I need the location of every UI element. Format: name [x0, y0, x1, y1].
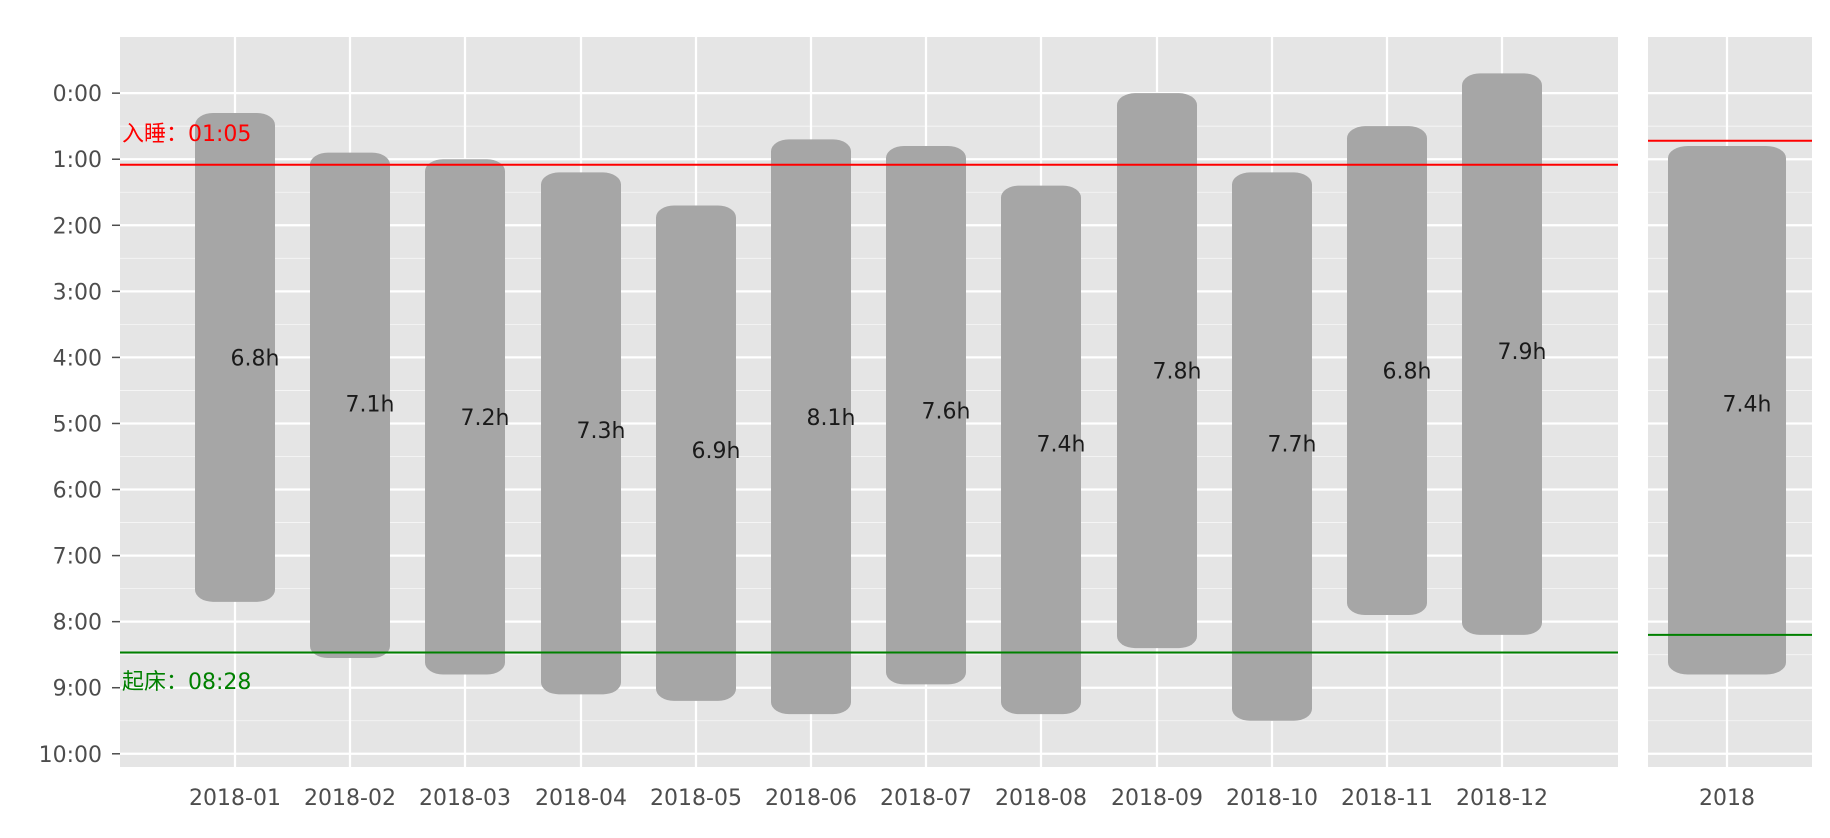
bar-2018-05 — [656, 205, 736, 701]
bar-label-2018-11: 6.8h — [1383, 360, 1432, 385]
y-tick-label: 8:00 — [53, 611, 102, 636]
x-tick-label: 2018-10 — [1226, 786, 1318, 811]
y-tick-label: 2:00 — [53, 214, 102, 239]
y-tick-label: 0:00 — [53, 82, 102, 107]
bar-2018 — [1668, 146, 1786, 675]
bar-2018-11 — [1347, 126, 1427, 616]
y-tick-label: 10:00 — [39, 743, 102, 768]
x-tick-label: 2018-08 — [995, 786, 1087, 811]
bar-2018-12 — [1462, 73, 1542, 635]
panel-yearly: 7.4h 2018 — [1648, 37, 1812, 811]
x-tick-label: 2018-07 — [880, 786, 972, 811]
bar-2018-09 — [1117, 93, 1197, 649]
x-tick-label: 2018-03 — [419, 786, 511, 811]
x-tick-label: 2018-09 — [1111, 786, 1203, 811]
y-tick-label: 3:00 — [53, 280, 102, 305]
y-tick-label: 9:00 — [53, 677, 102, 702]
x-tick-label: 2018-05 — [650, 786, 742, 811]
y-tick-label: 5:00 — [53, 412, 102, 437]
bar-label-2018-01: 6.8h — [231, 346, 280, 371]
reference-line-label-0: 入睡：01:05 — [122, 122, 251, 147]
panel-monthly: 6.8h 7.1h 7.2h 7.3h 6.9h 8.1h 7.6h 7.4h 7.8h 7.7h… — [39, 37, 1618, 811]
bar-2018-07 — [886, 146, 966, 685]
bar-2018-03 — [425, 159, 505, 675]
bar-2018-08 — [1001, 185, 1081, 715]
bar-label-2018-08: 7.4h — [1037, 432, 1086, 457]
bar-2018-01 — [195, 112, 275, 602]
bar-2018-02 — [310, 152, 390, 658]
bar-label-2018-04: 7.3h — [577, 419, 626, 444]
y-tick-label: 7:00 — [53, 545, 102, 570]
bar-2018-04 — [541, 172, 621, 695]
bar-label-2018-09: 7.8h — [1153, 360, 1202, 385]
bar-label-2018-03: 7.2h — [461, 406, 510, 431]
bar-label-2018-10: 7.7h — [1268, 432, 1317, 457]
x-tick-label: 2018-12 — [1456, 786, 1548, 811]
bar-2018-06 — [771, 139, 851, 715]
x-tick-label: 2018 — [1699, 786, 1755, 811]
x-tick-label: 2018-04 — [535, 786, 627, 811]
x-tick-label: 2018-02 — [304, 786, 396, 811]
x-tick-label: 2018-01 — [189, 786, 281, 811]
y-tick-label: 1:00 — [53, 148, 102, 173]
y-tick-label: 6:00 — [53, 479, 102, 504]
y-tick-label: 4:00 — [53, 346, 102, 371]
bar-2018-10 — [1232, 172, 1312, 721]
bar-label-2018-06: 8.1h — [807, 406, 856, 431]
bar-label-2018-02: 7.1h — [346, 393, 395, 418]
bar-label-2018-05: 6.9h — [692, 439, 741, 464]
bar-label-2018-12: 7.9h — [1498, 340, 1547, 365]
reference-line-label-1: 起床：08:28 — [122, 670, 251, 695]
x-tick-label: 2018-06 — [765, 786, 857, 811]
x-tick-label: 2018-11 — [1341, 786, 1433, 811]
bar-label-2018-07: 7.6h — [922, 399, 971, 424]
bar-label-2018: 7.4h — [1723, 393, 1772, 418]
